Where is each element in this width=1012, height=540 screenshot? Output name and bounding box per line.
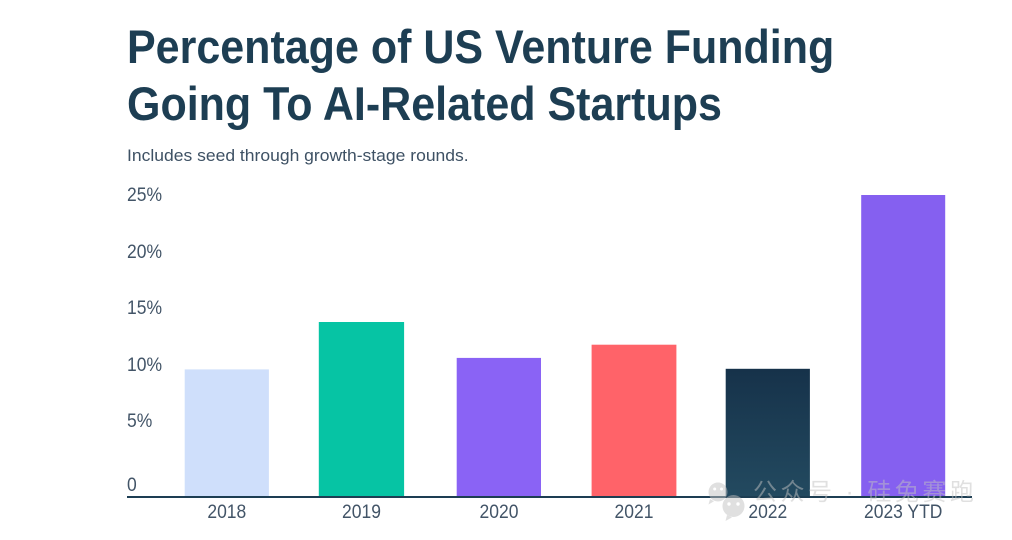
svg-text:2018: 2018: [207, 500, 246, 522]
svg-text:25%: 25%: [127, 183, 162, 205]
svg-text:2019: 2019: [342, 500, 381, 522]
svg-text:2021: 2021: [615, 500, 654, 522]
svg-text:10%: 10%: [127, 353, 162, 375]
svg-text:2020: 2020: [480, 500, 519, 522]
svg-text:公众号 · 硅兔赛跑: 公众号 · 硅兔赛跑: [753, 479, 977, 506]
svg-text:5%: 5%: [127, 409, 152, 431]
svg-text:20%: 20%: [127, 240, 162, 262]
svg-text:0: 0: [127, 473, 137, 495]
svg-text:15%: 15%: [127, 296, 162, 318]
